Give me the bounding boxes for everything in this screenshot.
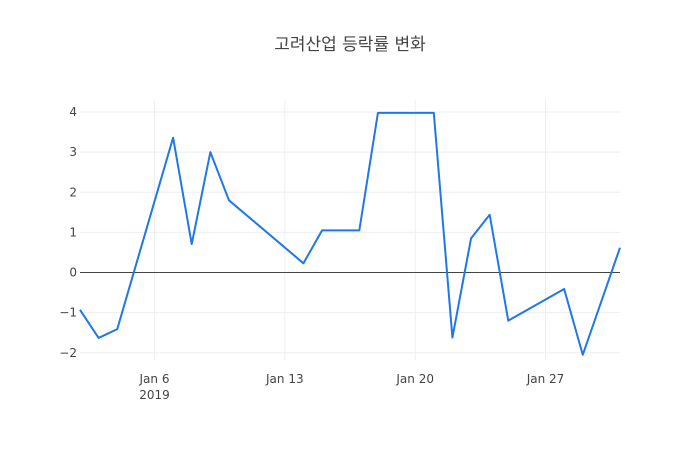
chart-title: 고려산업 등락률 변화 — [274, 35, 426, 55]
x-tick-label: Jan 20 — [395, 372, 434, 386]
y-tick-label: −2 — [59, 346, 77, 360]
axes: Jan 6 2019 Jan 13 Jan 20 Jan 27 4 3 2 1 0 −1 −2 — [59, 105, 564, 402]
series-line — [79, 111, 621, 356]
y-tick-label: 2 — [69, 185, 77, 199]
x-tick-year-label: 2019 — [139, 388, 170, 402]
y-tick-label: 0 — [69, 266, 77, 280]
x-tick-label: Jan 6 — [139, 372, 170, 386]
x-tick-label: Jan 13 — [265, 372, 304, 386]
y-tick-label: 3 — [69, 145, 77, 159]
y-tick-label: 1 — [69, 225, 77, 239]
y-tick-label: −1 — [59, 306, 77, 320]
gridlines — [80, 100, 620, 360]
series-layer — [79, 111, 621, 356]
y-tick-label: 4 — [69, 105, 77, 119]
x-tick-label: Jan 27 — [526, 372, 565, 386]
